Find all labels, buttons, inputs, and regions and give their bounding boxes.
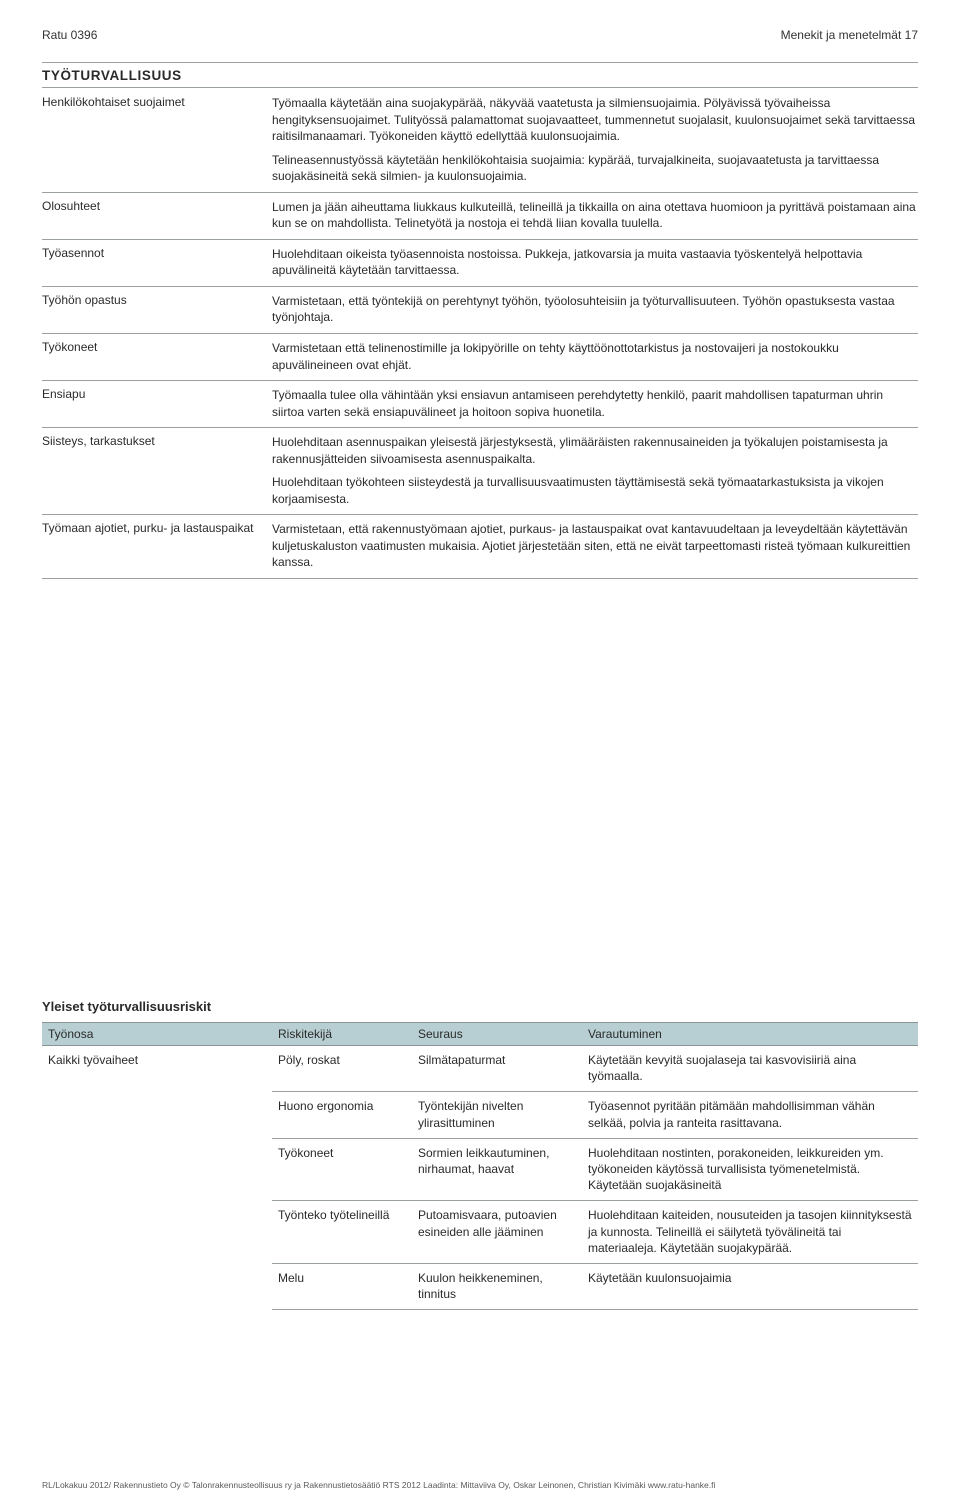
safety-paragraph: Työmaalla käytetään aina suojakypärää, n… (272, 95, 918, 145)
risks-risk-cell: Pöly, roskat (272, 1046, 412, 1092)
page-footer: RL/Lokakuu 2012/ Rakennustieto Oy © Talo… (42, 1480, 918, 1490)
safety-paragraph: Huolehditaan työkohteen siisteydestä ja … (272, 474, 918, 507)
safety-row-label: Siisteys, tarkastukset (42, 434, 272, 507)
risks-consequence-cell: Työntekijän nivelten ylirasittuminen (412, 1092, 582, 1138)
risks-consequence-cell: Kuulon heikkeneminen, tinnitus (412, 1263, 582, 1309)
safety-row: TyökoneetVarmistetaan että telinenostimi… (42, 334, 918, 381)
risks-precaution-cell: Huolehditaan nostinten, porakoneiden, le… (582, 1138, 918, 1201)
safety-row: Siisteys, tarkastuksetHuolehditaan asenn… (42, 428, 918, 515)
safety-row: EnsiapuTyömaalla tulee olla vähintään yk… (42, 381, 918, 428)
safety-row: Työmaan ajotiet, purku- ja lastauspaikat… (42, 515, 918, 579)
safety-row: Työhön opastusVarmistetaan, että työntek… (42, 287, 918, 334)
page-header: Ratu 0396 Menekit ja menetelmät 17 (42, 28, 918, 42)
safety-row-label: Olosuhteet (42, 199, 272, 232)
safety-row: TyöasennotHuolehditaan oikeista työasenn… (42, 240, 918, 287)
safety-row-body: Lumen ja jään aiheuttama liukkaus kulkut… (272, 199, 918, 232)
safety-definition-list: Henkilökohtaiset suojaimetTyömaalla käyt… (42, 89, 918, 579)
risks-section-heading: Yleiset työturvallisuusriskit (42, 999, 918, 1014)
safety-section-heading-wrap: TYÖTURVALLISUUS (42, 62, 918, 88)
safety-row: OlosuhteetLumen ja jään aiheuttama liukk… (42, 193, 918, 240)
safety-row: Henkilökohtaiset suojaimetTyömaalla käyt… (42, 89, 918, 193)
risks-consequence-cell: Putoamisvaara, putoavien esineiden alle … (412, 1201, 582, 1264)
safety-row-label: Henkilökohtaiset suojaimet (42, 95, 272, 185)
table-row: Kaikki työvaiheetPöly, roskatSilmätapatu… (42, 1046, 918, 1092)
safety-paragraph: Varmistetaan, että rakennustyömaan ajoti… (272, 521, 918, 571)
safety-row-label: Työmaan ajotiet, purku- ja lastauspaikat (42, 521, 272, 571)
page-number-title: Menekit ja menetelmät 17 (781, 28, 918, 42)
doc-code: Ratu 0396 (42, 28, 97, 42)
safety-row-body: Varmistetaan, että työntekijä on perehty… (272, 293, 918, 326)
safety-section-heading: TYÖTURVALLISUUS (42, 68, 918, 83)
risks-consequence-cell: Silmätapaturmat (412, 1046, 582, 1092)
risks-consequence-cell: Sormien leikkautuminen, nirhaumat, haava… (412, 1138, 582, 1201)
risks-col-phase: Työnosa (42, 1023, 272, 1046)
safety-row-label: Työkoneet (42, 340, 272, 373)
safety-paragraph: Huolehditaan oikeista työasennoista nost… (272, 246, 918, 279)
risks-risk-cell: Huono ergonomia (272, 1092, 412, 1138)
risks-phase-cell: Kaikki työvaiheet (42, 1046, 272, 1310)
risks-risk-cell: Työkoneet (272, 1138, 412, 1201)
safety-row-body: Työmaalla käytetään aina suojakypärää, n… (272, 95, 918, 185)
risks-header-row: Työnosa Riskitekijä Seuraus Varautuminen (42, 1023, 918, 1046)
safety-paragraph: Telineasennustyössä käytetään henkilökoh… (272, 152, 918, 185)
safety-row-body: Huolehditaan oikeista työasennoista nost… (272, 246, 918, 279)
safety-row-label: Työhön opastus (42, 293, 272, 326)
safety-row-label: Työasennot (42, 246, 272, 279)
safety-row-body: Huolehditaan asennuspaikan yleisestä jär… (272, 434, 918, 507)
safety-paragraph: Lumen ja jään aiheuttama liukkaus kulkut… (272, 199, 918, 232)
safety-paragraph: Varmistetaan, että työntekijä on perehty… (272, 293, 918, 326)
risks-col-pre: Varautuminen (582, 1023, 918, 1046)
risks-col-risk: Riskitekijä (272, 1023, 412, 1046)
safety-row-label: Ensiapu (42, 387, 272, 420)
risks-precaution-cell: Huolehditaan kaiteiden, nousuteiden ja t… (582, 1201, 918, 1264)
risks-risk-cell: Melu (272, 1263, 412, 1309)
risks-table: Työnosa Riskitekijä Seuraus Varautuminen… (42, 1022, 918, 1310)
risks-precaution-cell: Työasennot pyritään pitämään mahdollisim… (582, 1092, 918, 1138)
risks-precaution-cell: Käytetään kuulonsuojaimia (582, 1263, 918, 1309)
safety-paragraph: Varmistetaan että telinenostimille ja lo… (272, 340, 918, 373)
risks-precaution-cell: Käytetään kevyitä suojalaseja tai kasvov… (582, 1046, 918, 1092)
safety-row-body: Varmistetaan että telinenostimille ja lo… (272, 340, 918, 373)
safety-paragraph: Huolehditaan asennuspaikan yleisestä jär… (272, 434, 918, 467)
risks-col-cons: Seuraus (412, 1023, 582, 1046)
safety-paragraph: Työmaalla tulee olla vähintään yksi ensi… (272, 387, 918, 420)
safety-row-body: Varmistetaan, että rakennustyömaan ajoti… (272, 521, 918, 571)
risks-risk-cell: Työnteko työtelineillä (272, 1201, 412, 1264)
safety-row-body: Työmaalla tulee olla vähintään yksi ensi… (272, 387, 918, 420)
